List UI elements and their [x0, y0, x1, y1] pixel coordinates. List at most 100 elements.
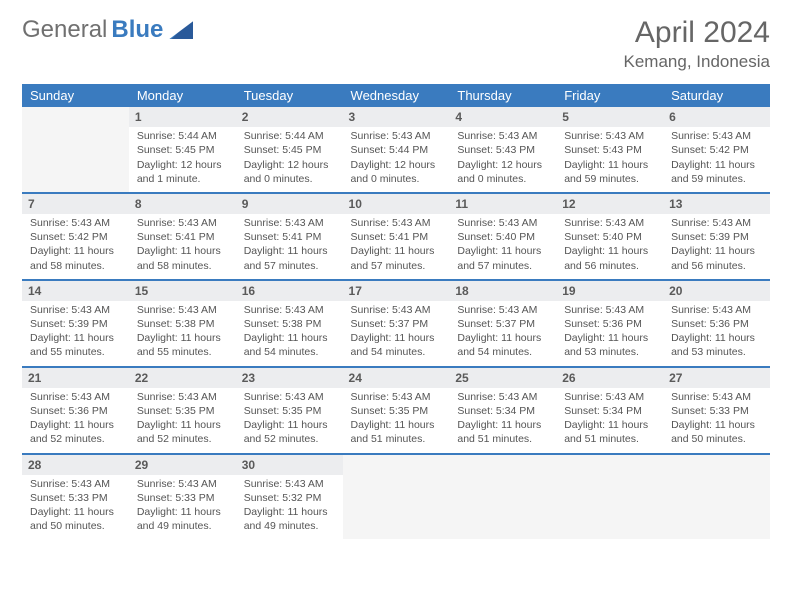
sunrise-text: Sunrise: 5:43 AM: [30, 216, 121, 230]
calendar-day-cell: 16Sunrise: 5:43 AMSunset: 5:38 PMDayligh…: [236, 280, 343, 367]
daylight-text: Daylight: 11 hours and 57 minutes.: [244, 244, 335, 272]
sunrise-text: Sunrise: 5:43 AM: [671, 216, 762, 230]
sunrise-text: Sunrise: 5:43 AM: [137, 477, 228, 491]
sunrise-text: Sunrise: 5:43 AM: [564, 390, 655, 404]
day-number: 17: [343, 281, 450, 301]
sunset-text: Sunset: 5:38 PM: [137, 317, 228, 331]
sunrise-text: Sunrise: 5:43 AM: [671, 390, 762, 404]
day-number: 20: [663, 281, 770, 301]
daylight-text: Daylight: 12 hours and 0 minutes.: [244, 158, 335, 186]
calendar-day-cell: 22Sunrise: 5:43 AMSunset: 5:35 PMDayligh…: [129, 367, 236, 454]
calendar-day-cell: 28Sunrise: 5:43 AMSunset: 5:33 PMDayligh…: [22, 454, 129, 540]
calendar-day-cell: 24Sunrise: 5:43 AMSunset: 5:35 PMDayligh…: [343, 367, 450, 454]
day-number: 27: [663, 368, 770, 388]
sunrise-text: Sunrise: 5:43 AM: [671, 129, 762, 143]
day-number: 29: [129, 455, 236, 475]
sunset-text: Sunset: 5:37 PM: [351, 317, 442, 331]
daylight-text: Daylight: 11 hours and 56 minutes.: [671, 244, 762, 272]
calendar-day-cell: 27Sunrise: 5:43 AMSunset: 5:33 PMDayligh…: [663, 367, 770, 454]
day-number: 1: [129, 107, 236, 127]
weekday-header: Saturday: [663, 84, 770, 107]
daylight-text: Daylight: 12 hours and 1 minute.: [137, 158, 228, 186]
calendar-day-cell: 11Sunrise: 5:43 AMSunset: 5:40 PMDayligh…: [449, 193, 556, 280]
sunset-text: Sunset: 5:42 PM: [671, 143, 762, 157]
sunrise-text: Sunrise: 5:43 AM: [137, 303, 228, 317]
sunrise-text: Sunrise: 5:43 AM: [564, 303, 655, 317]
calendar-day-cell: 29Sunrise: 5:43 AMSunset: 5:33 PMDayligh…: [129, 454, 236, 540]
sunrise-text: Sunrise: 5:43 AM: [564, 216, 655, 230]
sunrise-text: Sunrise: 5:43 AM: [351, 390, 442, 404]
day-number: 6: [663, 107, 770, 127]
sunrise-text: Sunrise: 5:43 AM: [244, 303, 335, 317]
day-number: 23: [236, 368, 343, 388]
calendar-day-cell: 15Sunrise: 5:43 AMSunset: 5:38 PMDayligh…: [129, 280, 236, 367]
sunset-text: Sunset: 5:39 PM: [671, 230, 762, 244]
sunrise-text: Sunrise: 5:43 AM: [457, 303, 548, 317]
daylight-text: Daylight: 11 hours and 50 minutes.: [30, 505, 121, 533]
daylight-text: Daylight: 11 hours and 58 minutes.: [137, 244, 228, 272]
sunrise-text: Sunrise: 5:43 AM: [30, 303, 121, 317]
day-number: 30: [236, 455, 343, 475]
logo-text-2: Blue: [111, 16, 163, 44]
calendar-day-cell: 26Sunrise: 5:43 AMSunset: 5:34 PMDayligh…: [556, 367, 663, 454]
sunset-text: Sunset: 5:35 PM: [244, 404, 335, 418]
sunrise-text: Sunrise: 5:44 AM: [244, 129, 335, 143]
calendar-day-cell: 21Sunrise: 5:43 AMSunset: 5:36 PMDayligh…: [22, 367, 129, 454]
day-number: 22: [129, 368, 236, 388]
calendar-week-row: .1Sunrise: 5:44 AMSunset: 5:45 PMDayligh…: [22, 107, 770, 193]
sunset-text: Sunset: 5:40 PM: [564, 230, 655, 244]
daylight-text: Daylight: 11 hours and 54 minutes.: [244, 331, 335, 359]
day-number: 15: [129, 281, 236, 301]
calendar-day-cell: 9Sunrise: 5:43 AMSunset: 5:41 PMDaylight…: [236, 193, 343, 280]
sunrise-text: Sunrise: 5:43 AM: [671, 303, 762, 317]
calendar-day-cell: 13Sunrise: 5:43 AMSunset: 5:39 PMDayligh…: [663, 193, 770, 280]
daylight-text: Daylight: 11 hours and 52 minutes.: [244, 418, 335, 446]
logo: GeneralBlue: [22, 16, 193, 44]
sunset-text: Sunset: 5:43 PM: [564, 143, 655, 157]
sunset-text: Sunset: 5:33 PM: [671, 404, 762, 418]
sunset-text: Sunset: 5:35 PM: [351, 404, 442, 418]
day-number: 26: [556, 368, 663, 388]
day-number: 2: [236, 107, 343, 127]
calendar-day-cell: .: [22, 107, 129, 193]
location-subtitle: Kemang, Indonesia: [624, 52, 771, 72]
daylight-text: Daylight: 11 hours and 58 minutes.: [30, 244, 121, 272]
calendar-table: SundayMondayTuesdayWednesdayThursdayFrid…: [22, 84, 770, 539]
day-number: 14: [22, 281, 129, 301]
weekday-header: Monday: [129, 84, 236, 107]
sunset-text: Sunset: 5:41 PM: [351, 230, 442, 244]
calendar-day-cell: 20Sunrise: 5:43 AMSunset: 5:36 PMDayligh…: [663, 280, 770, 367]
sunrise-text: Sunrise: 5:43 AM: [137, 216, 228, 230]
day-number: 7: [22, 194, 129, 214]
day-number: 24: [343, 368, 450, 388]
day-number: 12: [556, 194, 663, 214]
daylight-text: Daylight: 11 hours and 54 minutes.: [351, 331, 442, 359]
daylight-text: Daylight: 11 hours and 59 minutes.: [671, 158, 762, 186]
sunset-text: Sunset: 5:41 PM: [137, 230, 228, 244]
calendar-day-cell: 17Sunrise: 5:43 AMSunset: 5:37 PMDayligh…: [343, 280, 450, 367]
day-number: 8: [129, 194, 236, 214]
sunrise-text: Sunrise: 5:43 AM: [30, 390, 121, 404]
daylight-text: Daylight: 11 hours and 56 minutes.: [564, 244, 655, 272]
sunset-text: Sunset: 5:34 PM: [564, 404, 655, 418]
calendar-day-cell: 5Sunrise: 5:43 AMSunset: 5:43 PMDaylight…: [556, 107, 663, 193]
page-title: April 2024: [624, 16, 771, 50]
sunset-text: Sunset: 5:33 PM: [137, 491, 228, 505]
sunset-text: Sunset: 5:33 PM: [30, 491, 121, 505]
calendar-day-cell: 30Sunrise: 5:43 AMSunset: 5:32 PMDayligh…: [236, 454, 343, 540]
sunset-text: Sunset: 5:42 PM: [30, 230, 121, 244]
daylight-text: Daylight: 11 hours and 53 minutes.: [671, 331, 762, 359]
sunrise-text: Sunrise: 5:43 AM: [351, 216, 442, 230]
sunrise-text: Sunrise: 5:43 AM: [30, 477, 121, 491]
calendar-day-cell: 10Sunrise: 5:43 AMSunset: 5:41 PMDayligh…: [343, 193, 450, 280]
day-number: 3: [343, 107, 450, 127]
calendar-day-cell: 1Sunrise: 5:44 AMSunset: 5:45 PMDaylight…: [129, 107, 236, 193]
sunset-text: Sunset: 5:32 PM: [244, 491, 335, 505]
daylight-text: Daylight: 11 hours and 52 minutes.: [137, 418, 228, 446]
day-number: 10: [343, 194, 450, 214]
sunset-text: Sunset: 5:38 PM: [244, 317, 335, 331]
calendar-day-cell: .: [449, 454, 556, 540]
daylight-text: Daylight: 11 hours and 49 minutes.: [244, 505, 335, 533]
day-number: 21: [22, 368, 129, 388]
daylight-text: Daylight: 12 hours and 0 minutes.: [351, 158, 442, 186]
